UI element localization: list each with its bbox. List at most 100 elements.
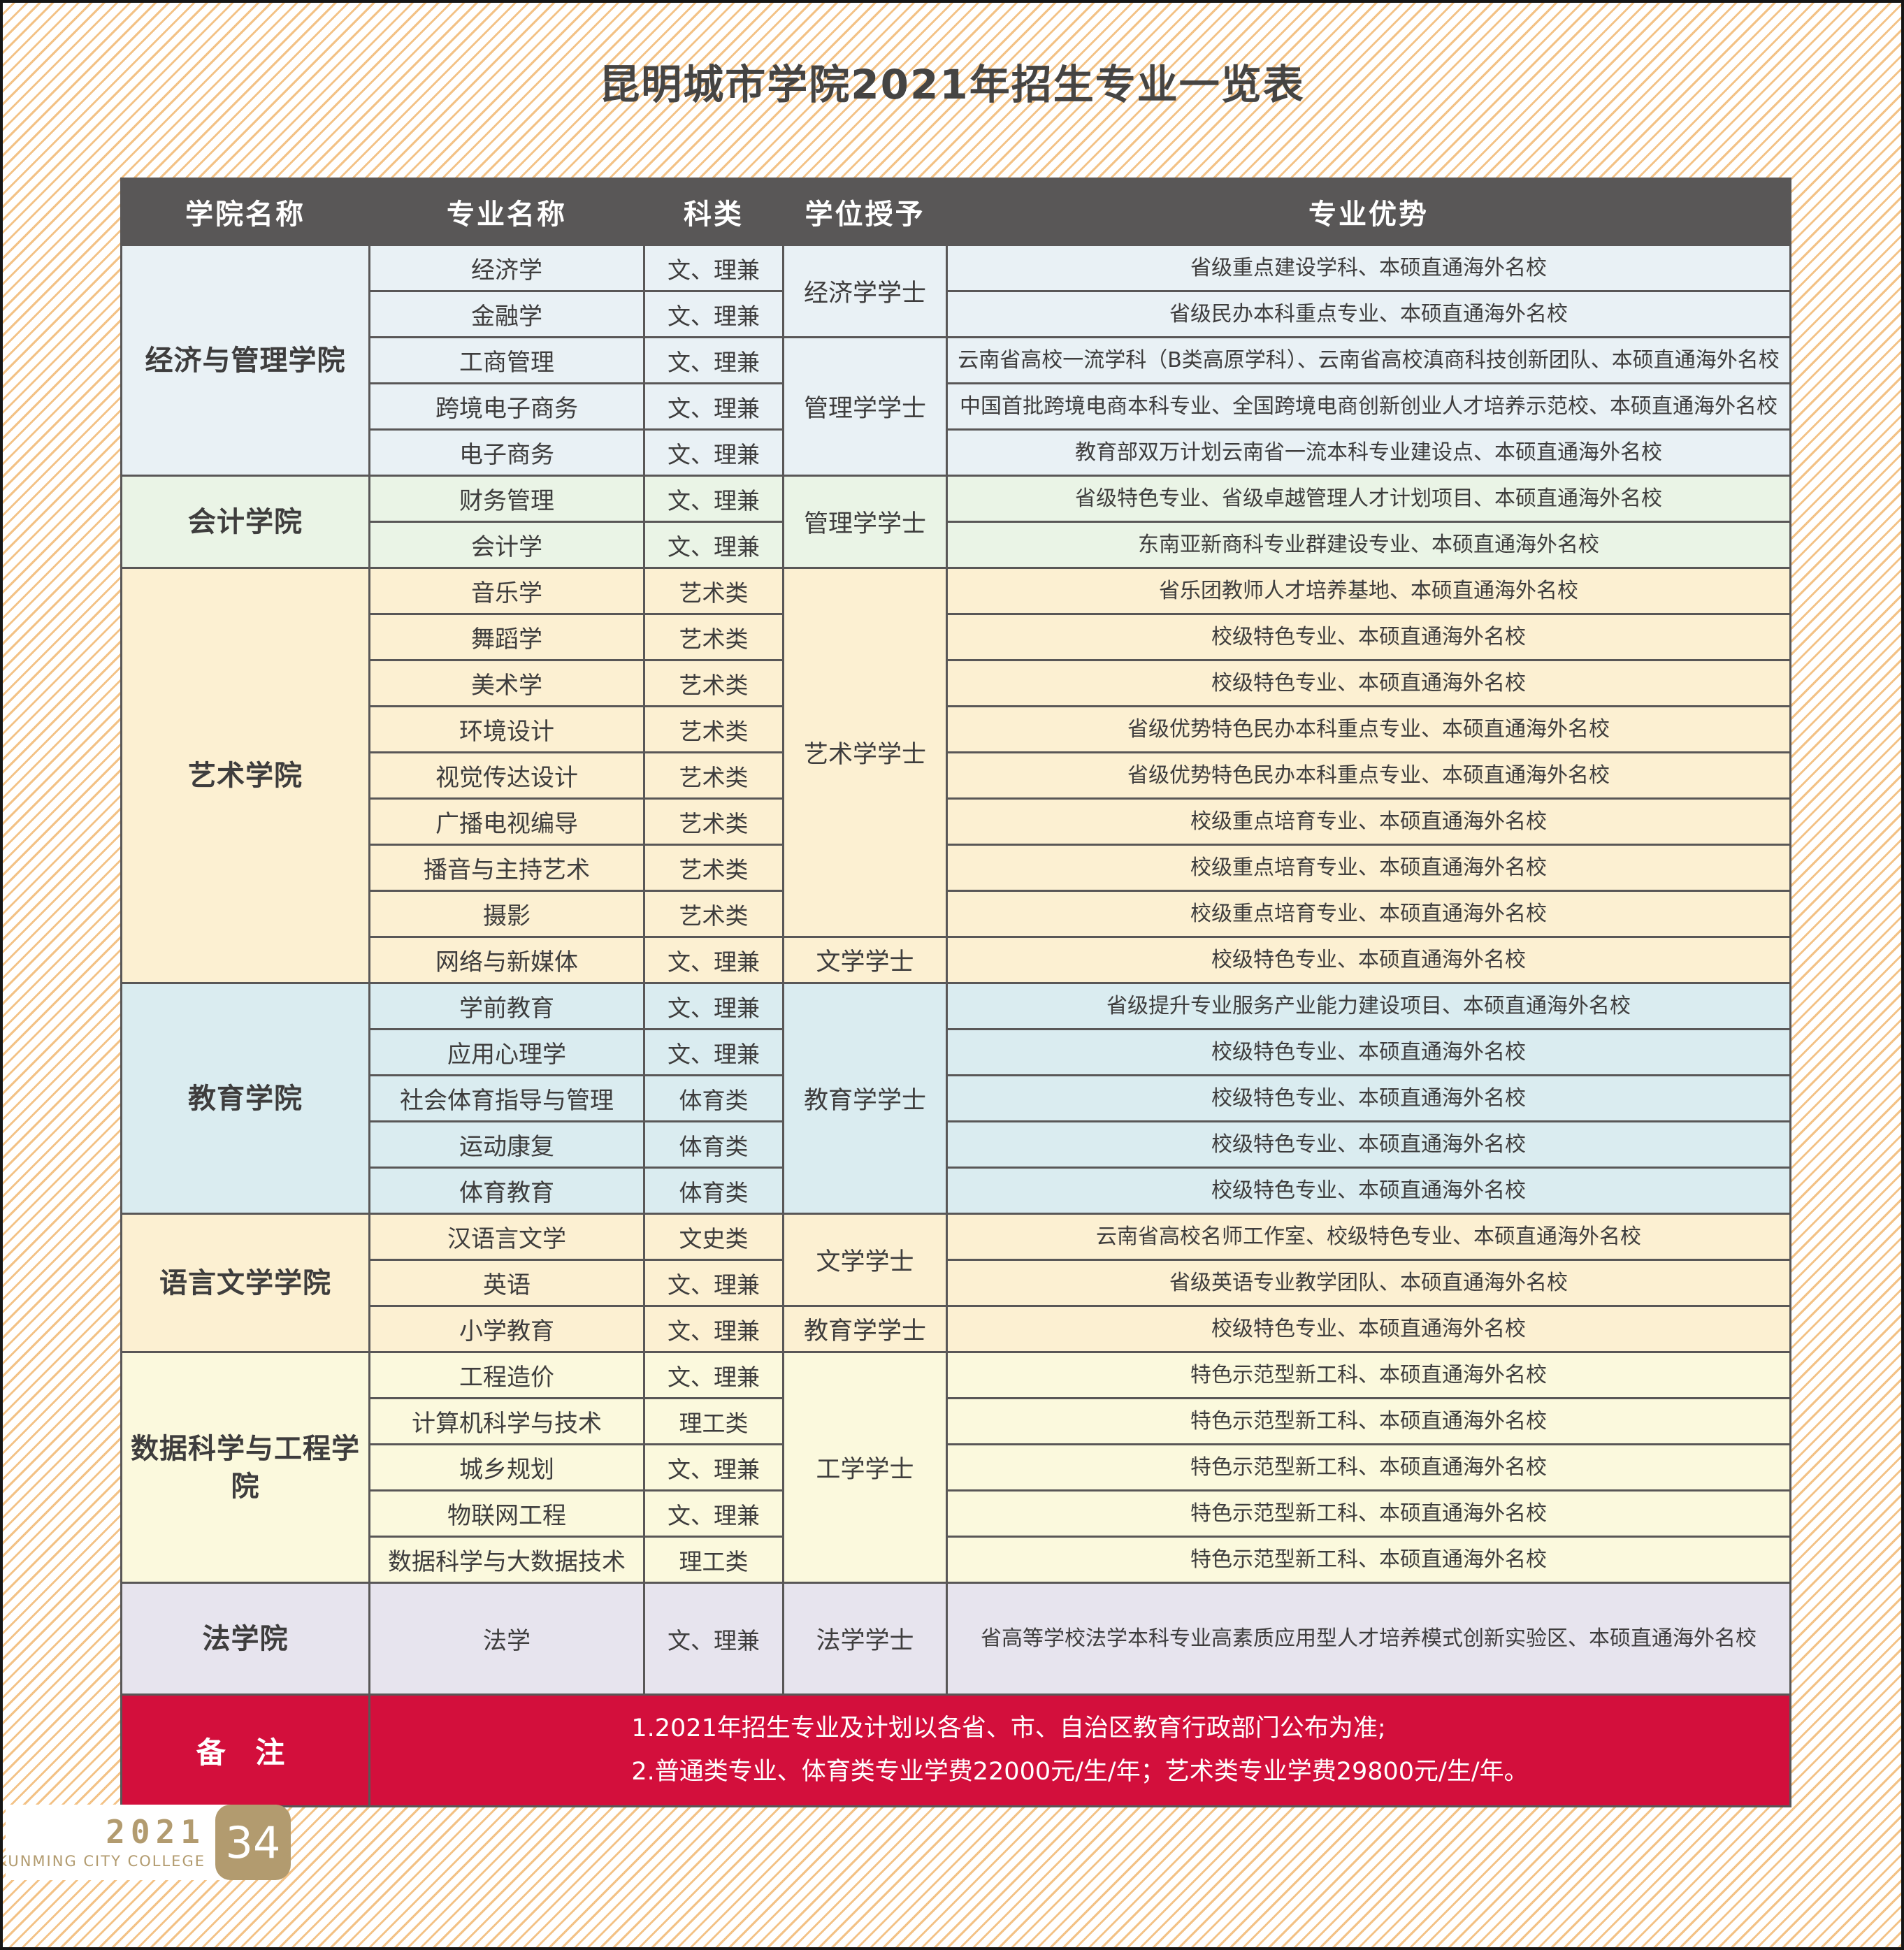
category-cell: 文、理兼 [643, 1443, 784, 1492]
table-row: 会计学院 财务管理 文、理兼 管理学学士 省级特色专业、省级卓越管理人才计划项目、本硕直… [120, 475, 1791, 569]
degree-cell: 艺术学学士 [782, 567, 948, 938]
footer-college-name: KUNMING CITY COLLEGE [0, 1853, 205, 1870]
advantage-cell: 省级民办本科重点专业、本硕直通海外名校 [946, 290, 1791, 338]
table-row: 摄影 艺术类 校级重点培育专业、本硕直通海外名校 [122, 890, 1791, 938]
table-row: 艺术学院 音乐学 艺术类 艺术学学士 省乐团教师人才培养基地、本硕直通海外名校 [120, 567, 1791, 984]
table-row: 教育学院 学前教育 文、理兼 教育学学士 省级提升专业服务产业能力建设项目、本硕直通海外… [120, 982, 1791, 1215]
table-row: 物联网工程 文、理兼 特色示范型新工科、本硕直通海外名校 [122, 1489, 1791, 1538]
major-cell: 英语 [368, 1259, 645, 1307]
advantage-cell: 省高等学校法学本科专业高素质应用型人才培养模式创新实验区、本硕直通海外名校 [946, 1582, 1791, 1696]
major-cell: 播音与主持艺术 [368, 844, 645, 892]
table-row: 社会体育指导与管理 体育类 校级特色专业、本硕直通海外名校 [122, 1074, 1791, 1122]
advantage-cell: 校级特色专业、本硕直通海外名校 [946, 1074, 1791, 1122]
college-name-cell: 法学院 [120, 1582, 370, 1696]
advantage-cell: 省级重点建设学科、本硕直通海外名校 [946, 244, 1791, 292]
degree-cell: 管理学学士 [782, 336, 948, 477]
college-name-cell: 数据科学与工程学院 [120, 1351, 370, 1584]
remark-note-2: 2.普通类专业、体育类专业学费22000元/生/年；艺术类专业学费29800元/… [631, 1757, 1529, 1786]
major-cell: 美术学 [368, 659, 645, 707]
category-cell: 艺术类 [643, 567, 784, 615]
category-cell: 艺术类 [643, 797, 784, 846]
advantage-cell: 特色示范型新工科、本硕直通海外名校 [946, 1489, 1791, 1538]
advantage-cell: 特色示范型新工科、本硕直通海外名校 [946, 1443, 1791, 1492]
category-cell: 文、理兼 [643, 244, 784, 292]
advantage-cell: 校级特色专业、本硕直通海外名校 [946, 613, 1791, 661]
category-cell: 文、理兼 [643, 936, 784, 984]
advantage-cell: 省级特色专业、省级卓越管理人才计划项目、本硕直通海外名校 [946, 475, 1791, 523]
degree-cell: 工学学士 [782, 1351, 948, 1584]
category-cell: 文、理兼 [643, 1305, 784, 1353]
major-cell: 工程造价 [368, 1351, 645, 1399]
major-cell: 运动康复 [368, 1120, 645, 1169]
category-cell: 艺术类 [643, 705, 784, 753]
page-number-box: 34 [215, 1805, 291, 1880]
degree-cell: 经济学学士 [782, 244, 948, 338]
major-cell: 会计学 [368, 521, 645, 569]
category-cell: 体育类 [643, 1120, 784, 1169]
column-header-4: 专业优势 [946, 178, 1791, 246]
advantage-cell: 校级重点培育专业、本硕直通海外名校 [946, 797, 1791, 846]
table-row: 运动康复 体育类 校级特色专业、本硕直通海外名校 [122, 1120, 1791, 1169]
advantage-cell: 校级重点培育专业、本硕直通海外名校 [946, 890, 1791, 938]
advantage-cell: 东南亚新商科专业群建设专业、本硕直通海外名校 [946, 521, 1791, 569]
category-cell: 文史类 [643, 1213, 784, 1261]
category-cell: 理工类 [643, 1397, 784, 1445]
advantage-cell: 省级优势特色民办本科重点专业、本硕直通海外名校 [946, 705, 1791, 753]
remark-row: 备 注 1.2021年招生专业及计划以各省、市、自治区教育行政部门公布为准; 2.普… [120, 1693, 1791, 1807]
table-row: 法学院 法学 文、理兼 法学学士 省高等学校法学本科专业高素质应用型人才培养模式创新实验… [120, 1582, 1791, 1696]
college-name-cell: 教育学院 [120, 982, 370, 1215]
major-cell: 摄影 [368, 890, 645, 938]
major-cell: 物联网工程 [368, 1489, 645, 1538]
major-cell: 财务管理 [368, 475, 645, 523]
advantage-cell: 校级特色专业、本硕直通海外名校 [946, 1120, 1791, 1169]
column-header-0: 学院名称 [120, 178, 370, 246]
major-cell: 音乐学 [368, 567, 645, 615]
table-row: 工商管理 文、理兼 管理学学士 云南省高校一流学科（B类高原学科）、云南省高校滇商科技… [122, 336, 1791, 477]
table-row: 小学教育 文、理兼 教育学学士 校级特色专业、本硕直通海外名校 [122, 1305, 1791, 1353]
category-cell: 文、理兼 [643, 1028, 784, 1076]
category-cell: 文、理兼 [643, 521, 784, 569]
degree-cell: 文学学士 [782, 936, 948, 984]
table-row: 电子商务 文、理兼 教育部双万计划云南省一流本科专业建设点、本硕直通海外名校 [122, 428, 1791, 477]
major-cell: 广播电视编导 [368, 797, 645, 846]
major-cell: 法学 [368, 1582, 645, 1696]
table-row: 跨境电子商务 文、理兼 中国首批跨境电商本科专业、全国跨境电商创新创业人才培养示范校… [122, 382, 1791, 431]
advantage-cell: 省级优势特色民办本科重点专业、本硕直通海外名校 [946, 751, 1791, 800]
major-cell: 小学教育 [368, 1305, 645, 1353]
major-cell: 学前教育 [368, 982, 645, 1030]
footer-badge: 2021 KUNMING CITY COLLEGE 34 [3, 1805, 291, 1880]
table-row: 环境设计 艺术类 省级优势特色民办本科重点专业、本硕直通海外名校 [122, 705, 1791, 753]
major-cell: 经济学 [368, 244, 645, 292]
table-header-row: 学院名称 专业名称 科类 学位授予 专业优势 [120, 178, 1791, 246]
table-row: 体育教育 体育类 校级特色专业、本硕直通海外名校 [122, 1167, 1791, 1215]
footer-left: 2021 KUNMING CITY COLLEGE [3, 1805, 215, 1880]
college-name-cell: 艺术学院 [120, 567, 370, 984]
advantage-cell: 特色示范型新工科、本硕直通海外名校 [946, 1536, 1791, 1584]
advantage-cell: 校级特色专业、本硕直通海外名校 [946, 936, 1791, 984]
advantage-cell: 校级特色专业、本硕直通海外名校 [946, 1167, 1791, 1215]
major-cell: 舞蹈学 [368, 613, 645, 661]
majors-table: 学院名称 专业名称 科类 学位授予 专业优势 经济与管理学院 经济学 文、理兼 经济学学士 省级… [120, 178, 1791, 1807]
advantage-cell: 云南省高校名师工作室、校级特色专业、本硕直通海外名校 [946, 1213, 1791, 1261]
category-cell: 文、理兼 [643, 382, 784, 431]
major-cell: 计算机科学与技术 [368, 1397, 645, 1445]
advantage-cell: 教育部双万计划云南省一流本科专业建设点、本硕直通海外名校 [946, 428, 1791, 477]
category-cell: 文、理兼 [643, 428, 784, 477]
category-cell: 文、理兼 [643, 290, 784, 338]
major-cell: 金融学 [368, 290, 645, 338]
column-header-3: 学位授予 [782, 178, 948, 246]
advantage-cell: 校级特色专业、本硕直通海外名校 [946, 659, 1791, 707]
column-header-2: 科类 [643, 178, 784, 246]
remark-label-cell: 备 注 [120, 1693, 370, 1807]
table-row: 舞蹈学 艺术类 校级特色专业、本硕直通海外名校 [122, 613, 1791, 661]
major-cell: 电子商务 [368, 428, 645, 477]
advantage-cell: 校级特色专业、本硕直通海外名校 [946, 1028, 1791, 1076]
college-name-cell: 语言文学学院 [120, 1213, 370, 1353]
degree-cell: 法学学士 [782, 1582, 948, 1696]
category-cell: 文、理兼 [643, 1582, 784, 1696]
table-row: 视觉传达设计 艺术类 省级优势特色民办本科重点专业、本硕直通海外名校 [122, 751, 1791, 800]
category-cell: 艺术类 [643, 844, 784, 892]
category-cell: 艺术类 [643, 613, 784, 661]
category-cell: 文、理兼 [643, 336, 784, 384]
